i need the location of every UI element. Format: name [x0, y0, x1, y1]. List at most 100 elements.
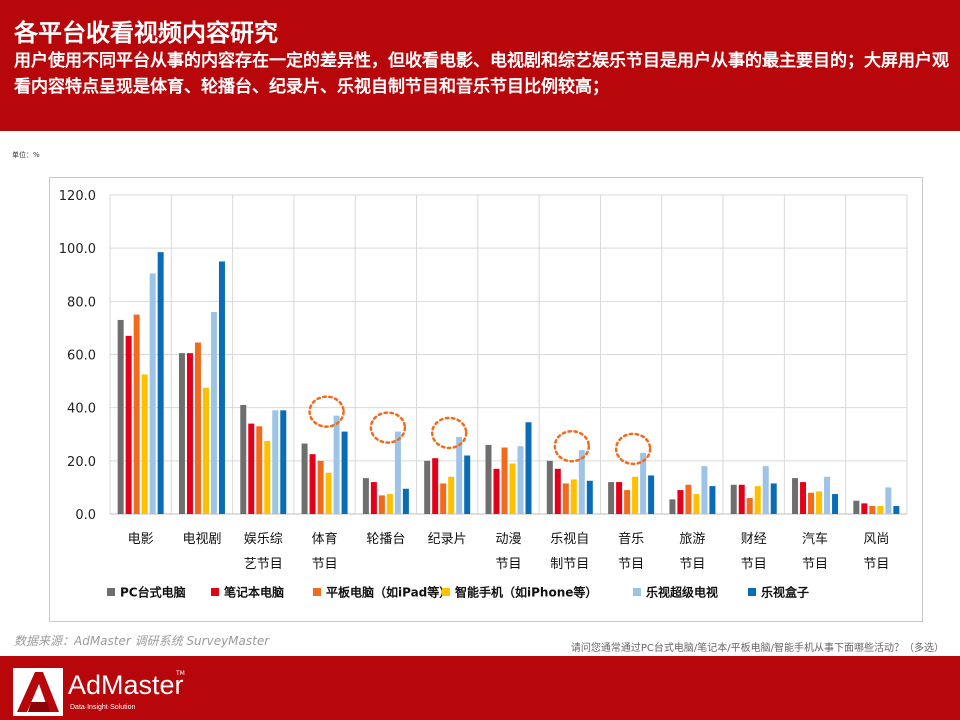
bar	[309, 454, 316, 514]
legend-label: PC台式电脑	[120, 585, 186, 600]
bar	[362, 478, 369, 514]
bar	[869, 506, 876, 514]
y-tick-label: 100.0	[59, 242, 96, 257]
page-title: 各平台收看视频内容研究	[14, 19, 278, 47]
bar	[386, 494, 393, 514]
bar	[157, 252, 164, 514]
logo-text: AdMaster	[68, 670, 184, 700]
bar	[509, 463, 516, 514]
bar	[149, 273, 156, 514]
legend-swatch	[442, 588, 450, 596]
bar	[578, 450, 585, 514]
y-tick-label: 80.0	[67, 295, 96, 310]
bar	[432, 458, 439, 514]
bar	[816, 491, 823, 514]
logo-trademark: TM	[176, 670, 185, 677]
bar	[248, 423, 255, 514]
bar	[202, 387, 209, 514]
legend-label: 乐视盒子	[761, 585, 809, 600]
bar	[440, 483, 447, 514]
survey-question: 请问您通常通过PC台式电脑/笔记本/平板电脑/智能手机从事下面哪些活动？（多选）	[570, 643, 944, 654]
bar	[186, 353, 193, 514]
bar	[754, 486, 761, 514]
footer-bar: AdMaster TM Data·Insight·Solution	[0, 660, 960, 720]
bar	[877, 506, 884, 514]
admaster-logo: AdMaster TM Data·Insight·Solution	[13, 668, 185, 716]
x-tick-label: 节目	[312, 557, 338, 572]
bar	[762, 466, 769, 514]
bar	[770, 483, 777, 514]
y-tick-label: 0.0	[75, 508, 96, 523]
legend-swatch	[633, 588, 641, 596]
bar	[194, 342, 201, 514]
x-tick-label: 体育	[312, 531, 338, 547]
bar	[117, 319, 124, 514]
footer-divider	[0, 656, 960, 660]
bar	[893, 506, 900, 514]
highlight-circle	[553, 429, 591, 463]
unit-label: 单位：%	[12, 151, 40, 159]
x-tick-label: 风尚	[863, 532, 889, 547]
bar	[133, 314, 140, 514]
bar	[378, 495, 385, 514]
bar	[301, 443, 308, 514]
highlight-circle	[369, 411, 407, 444]
bar	[125, 335, 132, 514]
legend-swatch	[748, 588, 756, 596]
bar	[824, 476, 831, 514]
legend-label: 乐视超级电视	[646, 585, 718, 600]
x-tick-label: 动漫	[495, 532, 521, 547]
bar	[586, 480, 593, 514]
legend-swatch	[313, 588, 321, 596]
x-tick-label: 艺节目	[244, 557, 283, 572]
bar	[853, 500, 860, 514]
bar	[325, 472, 332, 514]
bar	[493, 468, 500, 514]
bar	[141, 374, 148, 514]
bar	[517, 446, 524, 514]
bar	[501, 447, 508, 514]
bar	[861, 503, 868, 514]
bar	[792, 478, 799, 514]
bar	[570, 479, 577, 514]
legend-swatch	[211, 588, 219, 596]
bar	[632, 476, 639, 514]
bar	[808, 492, 815, 514]
bar	[738, 484, 745, 514]
legend-label: 智能手机（如iPhone等）	[454, 585, 597, 600]
bar	[280, 410, 287, 514]
bar	[402, 488, 409, 514]
highlight-circle	[614, 432, 652, 466]
logo-tagline: Data·Insight·Solution	[70, 704, 136, 711]
bar	[341, 431, 348, 514]
bar-chart: 120.0 100.0 80.0 60.0 40.0 20.0 0.0 电影 电视剧 娱乐综艺节目…	[59, 189, 908, 600]
bar	[554, 468, 561, 514]
x-tick-label: 节目	[679, 557, 705, 572]
bar	[832, 494, 839, 514]
bar	[485, 444, 492, 514]
bar	[693, 494, 700, 514]
bar	[210, 311, 217, 514]
x-tick-label: 汽车	[802, 531, 828, 547]
y-tick-label: 20.0	[67, 455, 96, 470]
bar	[546, 460, 553, 514]
x-tick-label: 电影	[128, 532, 154, 547]
bar	[624, 490, 631, 514]
bar	[218, 261, 225, 514]
bar	[333, 415, 340, 514]
page-subtitle: 用户使用不同平台从事的内容存在一定的差异性，但收看电影、电视剧和综艺娱乐节目是用…	[14, 51, 949, 97]
bar	[464, 455, 471, 514]
bar	[648, 475, 655, 514]
data-source: 数据来源：AdMaster 调研系统 SurveyMaster	[14, 634, 270, 648]
x-tick-label: 财经	[741, 532, 767, 547]
x-tick-label: 节目	[741, 557, 767, 572]
x-tick-label: 制节目	[550, 557, 589, 572]
bar	[317, 460, 324, 514]
x-tick-label: 音乐	[618, 531, 644, 547]
x-tick-label: 电视剧	[182, 532, 221, 547]
chart-frame	[49, 177, 923, 622]
bar	[701, 466, 708, 514]
x-tick-label: 乐视自	[550, 532, 589, 547]
bar	[424, 460, 431, 514]
highlight-circle	[308, 395, 345, 428]
